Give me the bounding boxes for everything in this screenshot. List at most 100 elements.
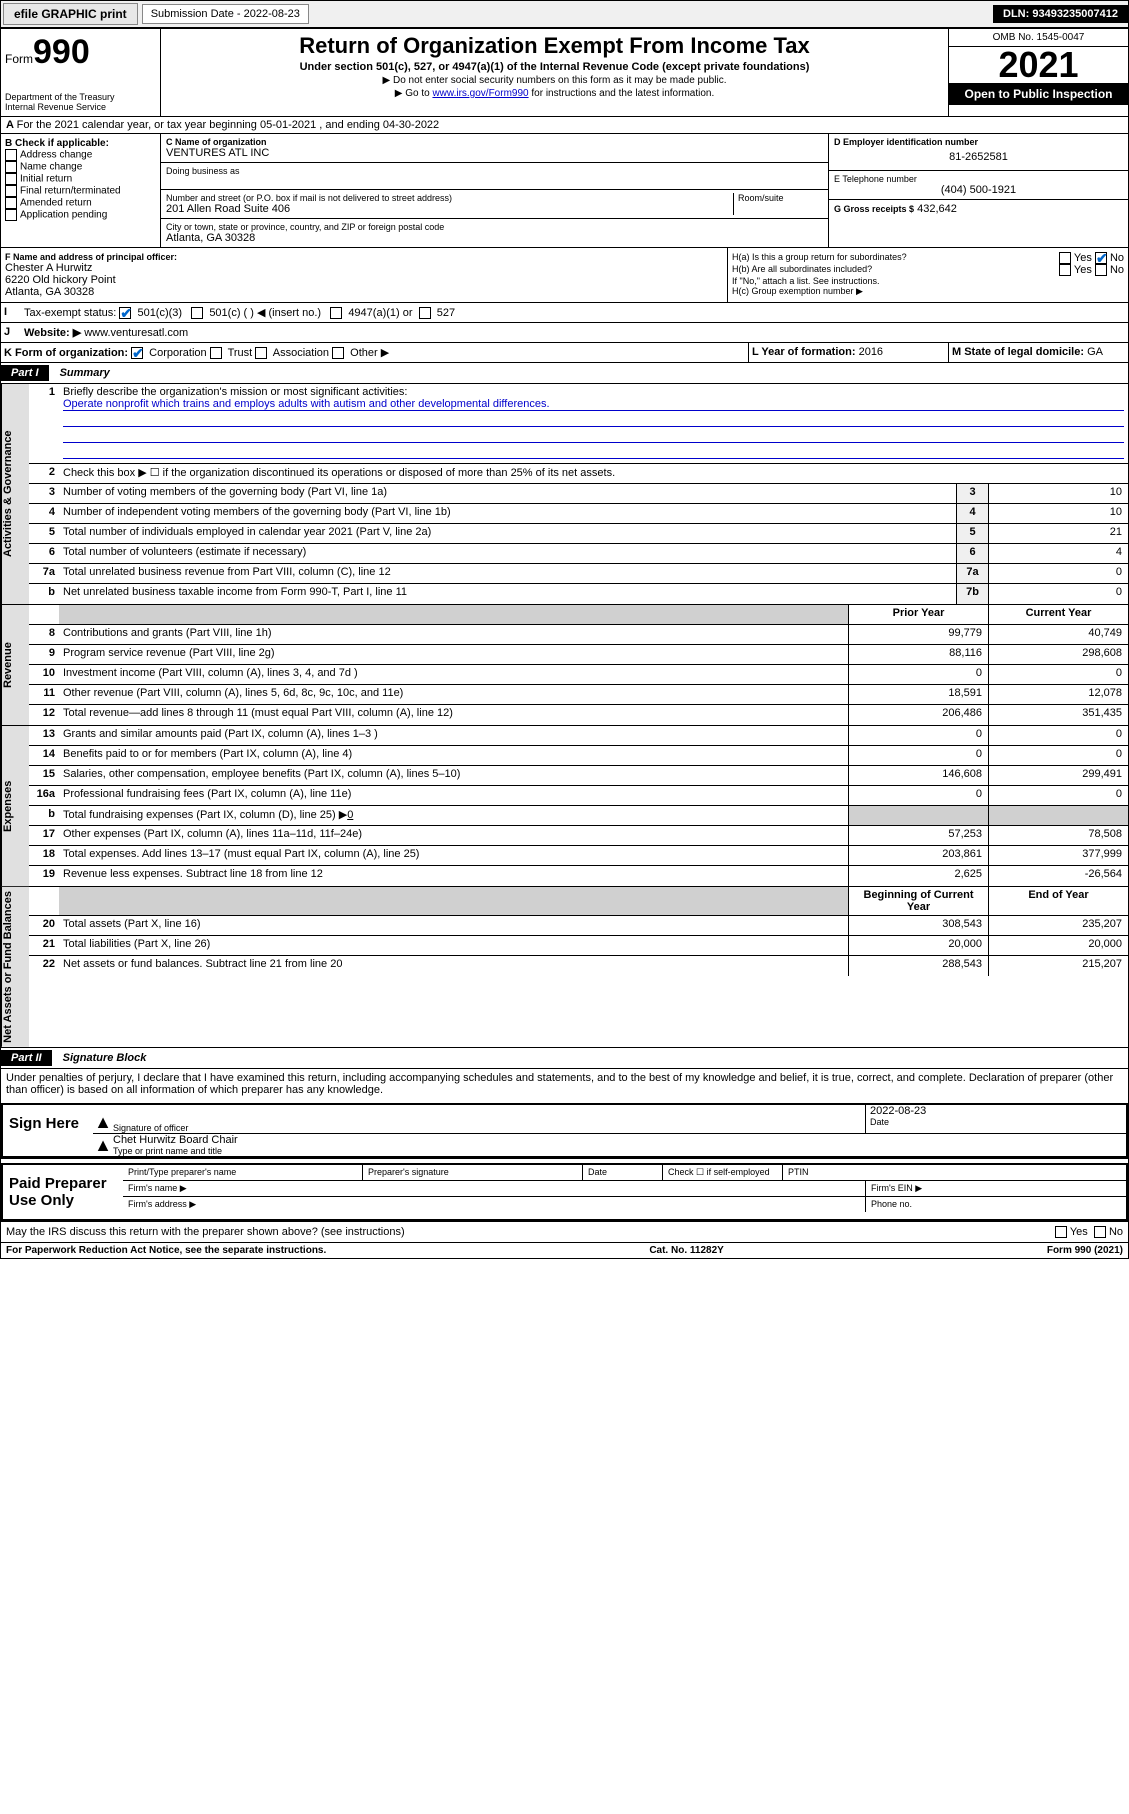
klm-row: K Form of organization: Corporation Trus…	[1, 343, 1128, 363]
line8-prior: 99,779	[848, 625, 988, 644]
irs-label: Internal Revenue Service	[5, 102, 156, 112]
officer-city: Atlanta, GA 30328	[5, 286, 723, 298]
state-domicile: GA	[1087, 346, 1103, 358]
part-1-header: Part I Summary	[1, 363, 1128, 384]
form-instruction-2: ▶ Go to www.irs.gov/Form990 for instruct…	[165, 88, 944, 99]
expenses-section: Expenses 13 Grants and similar amounts p…	[1, 726, 1128, 887]
line5-val: 21	[988, 524, 1128, 543]
officer-block: F Name and address of principal officer:…	[1, 248, 1128, 303]
corp-checkbox[interactable]	[131, 347, 143, 359]
form-instruction-1: ▶ Do not enter social security numbers o…	[165, 75, 944, 86]
line10-prior: 0	[848, 665, 988, 684]
website: www.venturesatl.com	[84, 327, 188, 339]
form-number: 990	[33, 33, 90, 71]
form-header: Form990 Department of the Treasury Inter…	[1, 29, 1128, 117]
line4-val: 10	[988, 504, 1128, 523]
irs-link[interactable]: www.irs.gov/Form990	[432, 88, 528, 99]
section-a-year: A For the 2021 calendar year, or tax yea…	[1, 117, 1128, 134]
mission-text: Operate nonprofit which trains and emplo…	[63, 398, 1124, 411]
discuss-no-checkbox[interactable]	[1094, 1226, 1106, 1238]
netassets-section: Net Assets or Fund Balances Beginning of…	[1, 887, 1128, 1048]
website-row: J Website: ▶ www.venturesatl.com	[1, 323, 1128, 343]
line12-curr: 351,435	[988, 705, 1128, 725]
line16a-prior: 0	[848, 786, 988, 805]
form-word: Form	[5, 52, 33, 66]
line19-prior: 2,625	[848, 866, 988, 886]
part-2-header: Part II Signature Block	[1, 1048, 1128, 1069]
dept-treasury: Department of the Treasury	[5, 92, 156, 102]
gross-receipts: 432,642	[917, 203, 957, 215]
address-change-checkbox[interactable]	[5, 149, 17, 161]
501c3-checkbox[interactable]	[119, 307, 131, 319]
efile-button[interactable]: efile GRAPHIC print	[3, 3, 138, 25]
line22-prior: 288,543	[848, 956, 988, 976]
form-990: Form990 Department of the Treasury Inter…	[0, 28, 1129, 1259]
line7a-val: 0	[988, 564, 1128, 583]
name-change-checkbox[interactable]	[5, 161, 17, 173]
entity-block: B Check if applicable: Address change Na…	[1, 134, 1128, 248]
org-city: Atlanta, GA 30328	[166, 232, 823, 244]
ein: 81-2652581	[834, 147, 1123, 167]
submission-date: Submission Date - 2022-08-23	[142, 4, 309, 24]
line13-prior: 0	[848, 726, 988, 745]
ha-yes-checkbox[interactable]	[1059, 252, 1071, 264]
officer-name: Chester A Hurwitz	[5, 262, 723, 274]
line7b-val: 0	[988, 584, 1128, 604]
line11-curr: 12,078	[988, 685, 1128, 704]
ha-no-checkbox[interactable]	[1095, 252, 1107, 264]
hb-no-checkbox[interactable]	[1095, 264, 1107, 276]
box-b: B Check if applicable: Address change Na…	[1, 134, 161, 247]
line12-prior: 206,486	[848, 705, 988, 725]
line20-prior: 308,543	[848, 916, 988, 935]
4947-checkbox[interactable]	[330, 307, 342, 319]
line16a-curr: 0	[988, 786, 1128, 805]
paid-preparer-box: Paid Preparer Use Only Print/Type prepar…	[1, 1163, 1128, 1222]
line22-curr: 215,207	[988, 956, 1128, 976]
line14-curr: 0	[988, 746, 1128, 765]
line15-prior: 146,608	[848, 766, 988, 785]
line9-prior: 88,116	[848, 645, 988, 664]
tax-status-row: I Tax-exempt status: 501(c)(3) 501(c) ( …	[1, 303, 1128, 323]
line21-prior: 20,000	[848, 936, 988, 955]
final-return-checkbox[interactable]	[5, 185, 17, 197]
line18-curr: 377,999	[988, 846, 1128, 865]
line18-prior: 203,861	[848, 846, 988, 865]
revenue-section: Revenue Prior Year Current Year 8 Contri…	[1, 605, 1128, 726]
assoc-checkbox[interactable]	[255, 347, 267, 359]
top-toolbar: efile GRAPHIC print Submission Date - 20…	[0, 0, 1129, 28]
line15-curr: 299,491	[988, 766, 1128, 785]
line21-curr: 20,000	[988, 936, 1128, 955]
line10-curr: 0	[988, 665, 1128, 684]
sign-date: 2022-08-23	[870, 1105, 1126, 1117]
form-subtitle: Under section 501(c), 527, or 4947(a)(1)…	[165, 61, 944, 73]
line6-val: 4	[988, 544, 1128, 563]
line11-prior: 18,591	[848, 685, 988, 704]
open-inspection: Open to Public Inspection	[949, 83, 1128, 105]
discuss-yes-checkbox[interactable]	[1055, 1226, 1067, 1238]
page-footer: For Paperwork Reduction Act Notice, see …	[1, 1242, 1128, 1258]
perjury-text: Under penalties of perjury, I declare th…	[1, 1069, 1128, 1099]
officer-signed-name: Chet Hurwitz Board Chair	[113, 1134, 1126, 1146]
hb-yes-checkbox[interactable]	[1059, 264, 1071, 276]
line17-prior: 57,253	[848, 826, 988, 845]
activities-section: Activities & Governance 1 Briefly descri…	[1, 384, 1128, 605]
line17-curr: 78,508	[988, 826, 1128, 845]
officer-addr: 6220 Old hickory Point	[5, 274, 723, 286]
initial-return-checkbox[interactable]	[5, 173, 17, 185]
line13-curr: 0	[988, 726, 1128, 745]
other-checkbox[interactable]	[332, 347, 344, 359]
discuss-row: May the IRS discuss this return with the…	[1, 1222, 1128, 1242]
line20-curr: 235,207	[988, 916, 1128, 935]
dln-label: DLN: 93493235007412	[993, 5, 1128, 23]
tax-year: 2021	[949, 47, 1128, 83]
amended-return-checkbox[interactable]	[5, 197, 17, 209]
phone: (404) 500-1921	[834, 184, 1123, 196]
527-checkbox[interactable]	[419, 307, 431, 319]
org-address: 201 Allen Road Suite 406	[166, 203, 733, 215]
trust-checkbox[interactable]	[210, 347, 222, 359]
box-deg: D Employer identification number 81-2652…	[828, 134, 1128, 247]
501c-checkbox[interactable]	[191, 307, 203, 319]
line9-curr: 298,608	[988, 645, 1128, 664]
application-pending-checkbox[interactable]	[5, 209, 17, 221]
org-name: VENTURES ATL INC	[166, 147, 823, 159]
